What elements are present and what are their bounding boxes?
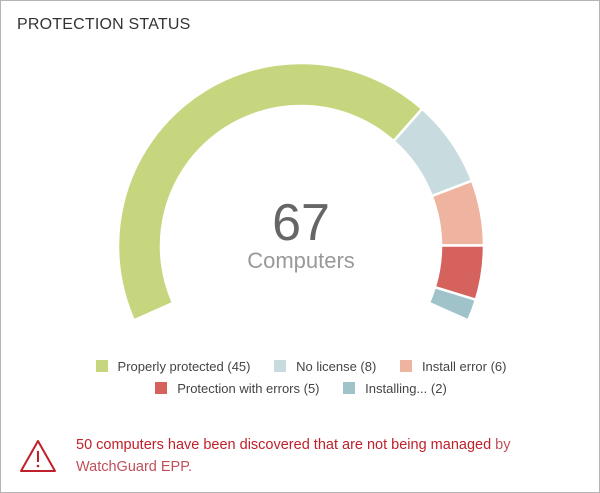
legend-item-installing[interactable]: Installing... (2) (343, 381, 447, 396)
total-caption: Computers (247, 248, 355, 273)
warning-triangle-icon (20, 440, 56, 472)
legend-label: Protection with errors (5) (177, 381, 320, 397)
alert-tail[interactable]: by WatchGuard EPP. (76, 437, 511, 475)
legend-item-protection-with-errors[interactable]: Protection with errors (5) (155, 381, 320, 397)
legend-label: Properly protected (45) (117, 359, 251, 375)
legend-swatch (274, 360, 287, 373)
panel-title: PROTECTION STATUS (17, 16, 191, 33)
legend-swatch (399, 360, 412, 373)
gauge-chart (116, 61, 486, 323)
legend-swatch (95, 360, 108, 373)
legend-label: No license (8) (296, 359, 377, 375)
legend-row-1: Properly protected (45) No license (8) I… (1, 358, 600, 374)
gauge-segment-installing[interactable] (427, 285, 478, 323)
alert-text[interactable]: 50 computers have been discovered that a… (76, 437, 492, 453)
legend-swatch (155, 382, 168, 395)
unmanaged-computers-alert[interactable]: 50 computers have been discovered that a… (76, 434, 556, 478)
legend-row-2: Protection with errors (5) Installing...… (1, 380, 600, 396)
legend-item-properly-protected[interactable]: Properly protected (45) (95, 359, 251, 375)
legend-swatch (343, 382, 356, 395)
gauge-segment-properly-protected[interactable] (116, 61, 424, 323)
legend-label: Install error (6) (421, 359, 507, 375)
legend-item-no-license[interactable]: No license (8) (274, 359, 376, 374)
total-count[interactable]: 67 (272, 194, 330, 252)
legend-label: Installing... (2) (365, 381, 447, 397)
legend-item-install-error[interactable]: Install error (6) (399, 359, 507, 375)
